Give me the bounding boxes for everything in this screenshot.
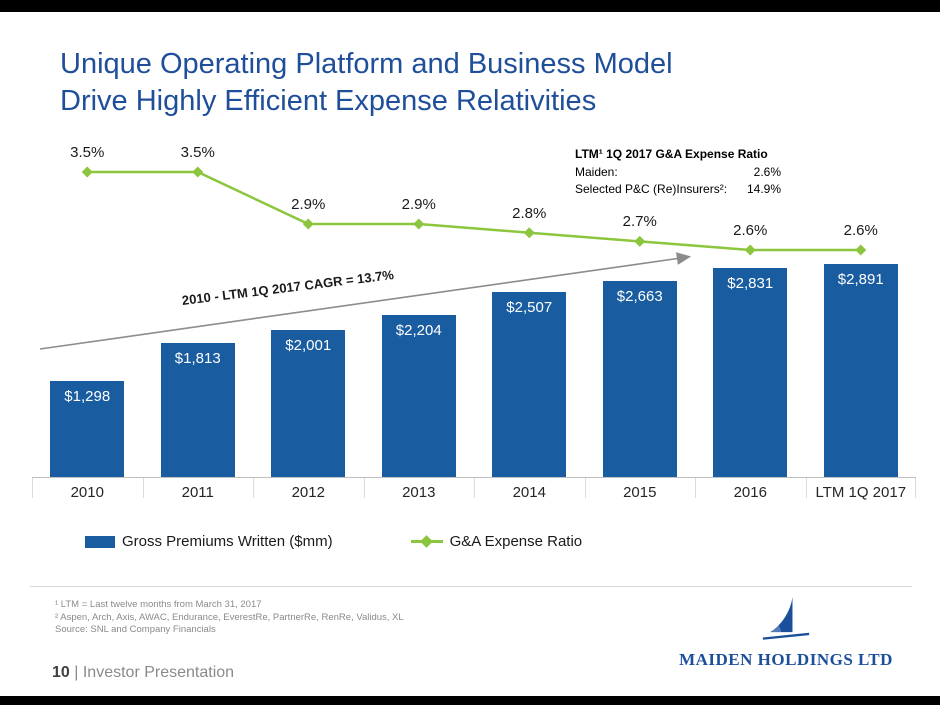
axis-tick [253, 478, 254, 498]
bar-LTM 1Q 2017: $2,891 [823, 264, 898, 477]
bar-2011: $1,813 [160, 343, 235, 477]
legend-item-bars: Gross Premiums Written ($mm) [85, 533, 333, 550]
diamond-icon [419, 534, 433, 548]
bar-value-label: $2,891 [837, 271, 884, 288]
sailboat-logo-icon [762, 596, 810, 640]
legend-item-line: G&A Expense Ratio [410, 533, 583, 550]
cagr-annotation: 2010 - LTM 1Q 2017 CAGR = 13.7% [181, 267, 395, 308]
axis-tick [364, 478, 365, 498]
bar-2015: $2,663 [602, 281, 677, 477]
bar-2013: $2,204 [381, 315, 456, 477]
footer-separator: | [74, 664, 79, 681]
ratio-value-label: 2.6% [843, 222, 878, 240]
slide-title-line1: Unique Operating Platform and Business M… [60, 48, 673, 80]
x-label: 2012 [291, 484, 325, 501]
x-label: 2016 [733, 484, 767, 501]
logo: MAIDEN HOLDINGS LTD [676, 596, 896, 670]
bar-value-label: $1,813 [174, 350, 221, 367]
axis-tick [915, 478, 916, 498]
top-bar [0, 0, 940, 12]
info-box-title: LTM¹ 1Q 2017 G&A Expense Ratio [575, 147, 768, 161]
diamond-marker-icon [413, 218, 425, 230]
x-label: 2010 [70, 484, 104, 501]
bar-value-label: $2,831 [727, 275, 774, 292]
diamond-marker-icon [634, 235, 646, 247]
chart: $1,298 $1,813 $2,001 $2,204 $2,507 $2,663 $2,8… [32, 140, 916, 498]
line-swatch-icon [410, 534, 443, 548]
info-box: LTM¹ 1Q 2017 G&A Expense Ratio Maiden: 2… [575, 147, 781, 199]
info-box-row: Maiden: 2.6% [575, 165, 781, 179]
diamond-marker-icon [302, 218, 314, 230]
legend: Gross Premiums Written ($mm) G&A Expense… [85, 533, 582, 550]
logo-text: MAIDEN HOLDINGS LTD [679, 650, 893, 669]
bar-2010: $1,298 [50, 381, 125, 477]
footnote-line: ² Aspen, Arch, Axis, AWAC, Endurance, Ev… [55, 611, 404, 623]
bar-value-label: $1,298 [64, 388, 111, 405]
axis-tick [695, 478, 696, 498]
diamond-marker-icon [855, 244, 867, 256]
x-label: 2015 [623, 484, 657, 501]
bar-value-label: $2,001 [285, 337, 332, 354]
footer: 10 | Investor Presentation [52, 664, 234, 682]
axis-tick [806, 478, 807, 498]
info-box-row: Selected P&C (Re)Insurers²: 14.9% [575, 182, 781, 196]
bar-value-label: $2,204 [395, 322, 442, 339]
footer-label: Investor Presentation [82, 664, 235, 681]
ratio-value-label: 2.8% [512, 204, 547, 222]
bar-swatch-icon [85, 535, 115, 548]
info-row-label: Maiden: [575, 165, 618, 179]
ratio-value-label: 2.7% [622, 213, 657, 231]
info-row-label: Selected P&C (Re)Insurers²: [575, 182, 728, 196]
footnotes: ¹ LTM = Last twelve months from March 31… [55, 599, 404, 637]
bar-value-label: $2,663 [616, 288, 663, 305]
x-label: 2011 [181, 484, 214, 501]
footnote-line: ¹ LTM = Last twelve months from March 31… [55, 599, 262, 610]
bar-value-label: $2,507 [506, 299, 553, 316]
axis-tick [143, 478, 144, 498]
ratio-value-label: 2.9% [401, 196, 436, 214]
ratio-value-label: 2.9% [291, 196, 326, 214]
ratio-value-label: 2.6% [733, 222, 768, 240]
diamond-marker-icon [523, 227, 535, 239]
diamond-marker-icon [192, 166, 204, 178]
diamond-marker-icon [744, 244, 756, 256]
diamond-marker-icon [81, 166, 93, 178]
x-axis-labels: 2010 2011 2012 2013 2014 2015 2016 LTM 1Q 2017 [32, 484, 916, 501]
legend-label-bars: Gross Premiums Written ($mm) [122, 533, 333, 550]
bottom-bar [0, 696, 940, 705]
axis-tick [474, 478, 475, 498]
axis-tick [585, 478, 586, 498]
bar-2014: $2,507 [492, 292, 567, 477]
info-row-value: 2.6% [753, 165, 781, 179]
info-row-value: 14.9% [746, 182, 781, 196]
x-label: LTM 1Q 2017 [815, 484, 907, 501]
x-label: 2013 [402, 484, 436, 501]
page-number: 10 [52, 664, 70, 681]
ratio-value-label: 3.5% [180, 144, 215, 161]
bar-2012: $2,001 [271, 330, 346, 477]
ratio-value-label: 3.5% [70, 144, 105, 161]
footnote-line: Source: SNL and Company Financials [55, 624, 216, 635]
slide-title: Unique Operating Platform and Business M… [60, 46, 673, 120]
bar-2016: $2,831 [713, 268, 788, 477]
divider [30, 586, 912, 587]
slide-title-line2: Drive Highly Efficient Expense Relativit… [60, 85, 597, 117]
x-label: 2014 [512, 484, 546, 501]
legend-label-line: G&A Expense Ratio [449, 533, 583, 550]
axis-tick [32, 478, 33, 498]
